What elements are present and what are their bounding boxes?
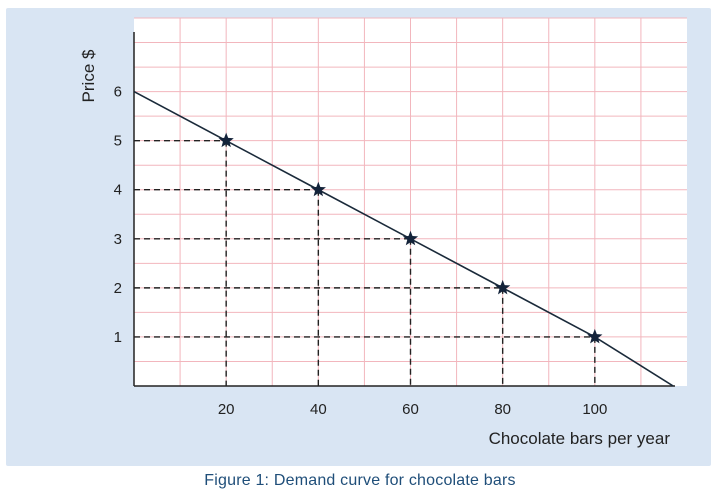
x-axis-label: Chocolate bars per year	[489, 429, 671, 448]
x-tick-label: 60	[402, 401, 419, 418]
y-tick-label: 3	[114, 231, 122, 248]
y-tick-label: 2	[114, 280, 122, 297]
x-tick-label: 100	[582, 401, 607, 418]
y-tick-label: 1	[114, 329, 122, 346]
x-tick-label: 40	[310, 401, 327, 418]
y-axis-label: Price $	[79, 49, 98, 102]
figure-caption: Figure 1: Demand curve for chocolate bar…	[204, 472, 516, 489]
star-marker	[495, 279, 511, 295]
tick-labels: 1 2 3 4 5 6 20 40 60 80 100	[114, 84, 608, 418]
star-marker	[402, 230, 419, 246]
figure-panel: 1 2 3 4 5 6 20 40 60 80 100 Price $ Chocolate bars…	[6, 8, 711, 466]
star-marker	[310, 181, 326, 197]
demand-chart: 1 2 3 4 5 6 20 40 60 80 100 Price $ Chocolate bars…	[79, 17, 687, 448]
y-tick-label: 5	[114, 133, 122, 150]
star-marker	[218, 132, 234, 148]
y-tick-label: 4	[114, 182, 122, 199]
y-tick-label: 6	[114, 84, 122, 101]
x-tick-label: 80	[494, 401, 511, 418]
guide-lines	[134, 139, 596, 386]
x-tick-label: 20	[218, 401, 235, 418]
grid	[134, 17, 687, 386]
data-points	[218, 132, 603, 344]
star-marker	[587, 328, 603, 344]
